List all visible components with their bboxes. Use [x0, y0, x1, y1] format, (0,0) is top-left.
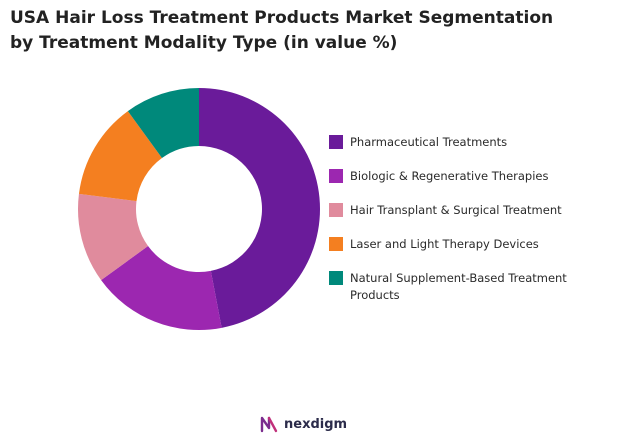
legend-label: Hair Transplant & Surgical Treatment [350, 203, 562, 217]
legend-label: Laser and Light Therapy Devices [350, 237, 539, 251]
chart-legend: Pharmaceutical Treatments Biologic & Reg… [329, 131, 621, 302]
legend-swatch [329, 169, 343, 183]
donut-slice [78, 193, 149, 281]
legend-item: Pharmaceutical Treatments [329, 131, 621, 165]
legend-swatch [329, 271, 343, 285]
legend-label: Natural Supplement-Based Treatment Produ… [350, 271, 567, 302]
legend-label: Pharmaceutical Treatments [350, 135, 508, 149]
donut-slice [127, 88, 199, 159]
legend-item: Hair Transplant & Surgical Treatment [329, 199, 621, 233]
donut-slice [78, 111, 162, 202]
legend-item: Natural Supplement-Based Treatment Produ… [329, 267, 621, 302]
legend-swatch [329, 203, 343, 217]
logo-text: nexdigm [284, 416, 348, 432]
chart-title: USA Hair Loss Treatment Products Market … [10, 8, 554, 53]
legend-label: Biologic & Regenerative Therapies [350, 169, 549, 183]
legend-swatch [329, 237, 343, 251]
legend-swatch [329, 135, 343, 149]
nexdigm-logo-icon [260, 416, 278, 433]
nexdigm-logo: nexdigm [259, 413, 347, 435]
legend-item: Biologic & Regenerative Therapies [329, 165, 621, 199]
donut-slice [101, 246, 222, 330]
legend-item: Laser and Light Therapy Devices [329, 233, 621, 267]
donut-slice [199, 88, 320, 328]
